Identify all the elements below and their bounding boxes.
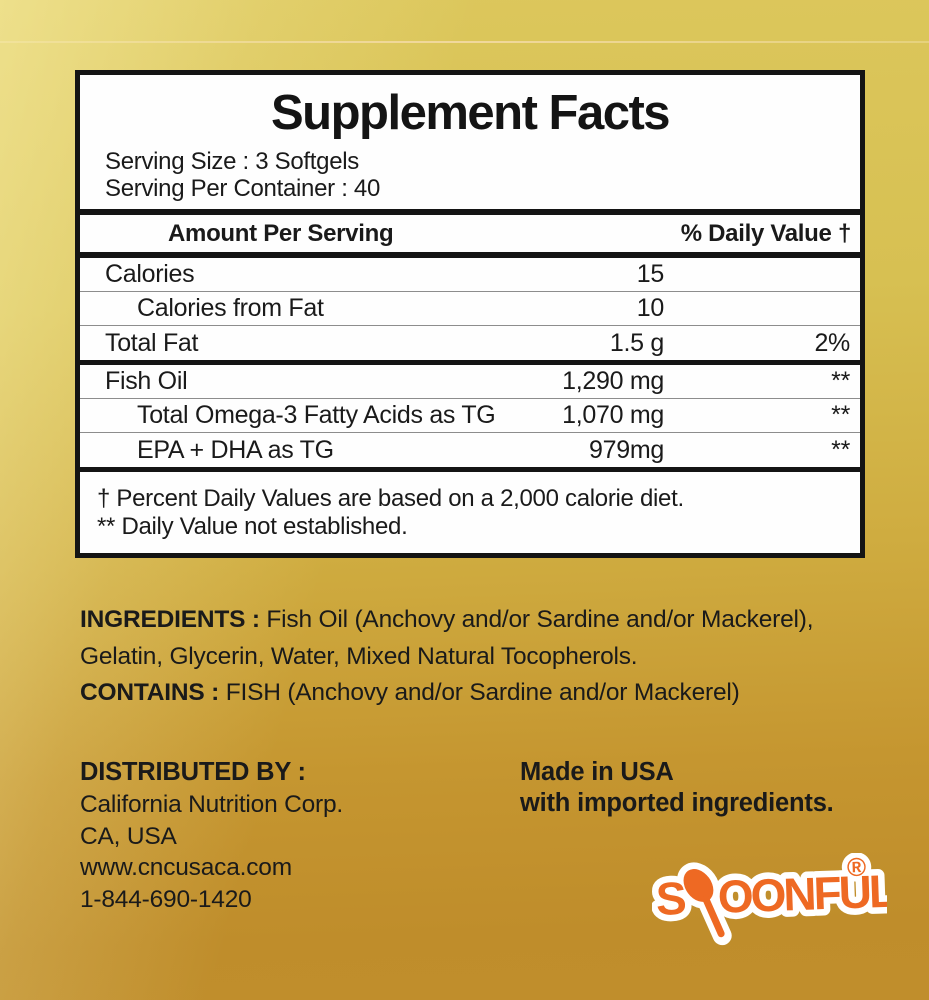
header-amount-per-serving: Amount Per Serving <box>168 219 394 247</box>
spoon-handle <box>702 895 725 938</box>
ingredients-paragraph: INGREDIENTS : Fish Oil (Anchovy and/or S… <box>80 601 898 675</box>
table-row-total-fat: Total Fat 1.5 g 2% <box>80 326 860 360</box>
table-row-calories-from-fat: Calories from Fat 10 <box>80 292 860 326</box>
contains-paragraph: CONTAINS : FISH (Anchovy and/or Sardine … <box>80 678 898 708</box>
table-row-epa-dha: EPA + DHA as TG 979mg ** <box>80 433 860 467</box>
divider-thick <box>80 209 860 215</box>
registered-trademark-icon: ® <box>846 853 866 882</box>
divider-thick <box>80 252 860 258</box>
row-label: EPA + DHA as TG <box>137 435 334 464</box>
distributed-by-label: DISTRIBUTED BY : <box>80 758 306 786</box>
row-amount: 15 <box>636 260 665 288</box>
supplement-facts-panel: Supplement Facts Serving Size : 3 Softge… <box>75 70 865 558</box>
row-amount: 979mg <box>589 435 664 464</box>
distributor-phone: 1-844-690-1420 <box>80 885 252 913</box>
row-amount: 1.5 g <box>609 328 664 357</box>
row-daily-value: ** <box>831 435 850 464</box>
footnote-not-established: ** Daily Value not established. <box>97 513 408 540</box>
header-daily-value: % Daily Value † <box>680 219 852 247</box>
table-row-fish-oil: Fish Oil 1,290 mg ** <box>80 365 860 399</box>
footnote-block: † Percent Daily Values are based on a 2,… <box>80 472 860 541</box>
row-amount: 10 <box>636 294 665 322</box>
divider-medium <box>80 360 860 365</box>
spoonful-logo: S OONFUL ® S OONFUL ® <box>648 846 903 948</box>
distributor-location: CA, USA <box>80 822 177 850</box>
row-amount: 1,070 mg <box>562 401 664 429</box>
row-daily-value: ** <box>831 367 850 395</box>
logo-outline-oonful: OONFUL <box>717 865 887 923</box>
row-amount: 1,290 mg <box>562 367 664 395</box>
contains-label: CONTAINS : <box>80 679 220 706</box>
spoon-icon <box>683 869 714 902</box>
row-daily-value: ** <box>831 401 850 429</box>
serving-size: Serving Size : 3 Softgels <box>105 148 359 175</box>
serving-info: Serving Size : 3 Softgels Serving Per Co… <box>80 148 860 202</box>
row-label: Calories <box>105 260 195 288</box>
background-highlight-line <box>0 41 929 43</box>
made-in-usa-line2: with imported ingredients. <box>520 789 834 817</box>
row-label: Calories from Fat <box>137 294 324 322</box>
divider-medium <box>80 467 860 472</box>
contains-text: FISH (Anchovy and/or Sardine and/or Mack… <box>225 679 740 706</box>
ingredients-text: Fish Oil (Anchovy and/or Sardine and/or … <box>80 606 814 670</box>
serving-per-container: Serving Per Container : 40 <box>105 174 381 202</box>
panel-title: Supplement Facts <box>270 86 671 140</box>
row-daily-value: 2% <box>814 328 850 357</box>
spoonful-logo-svg: S OONFUL ® S OONFUL ® <box>648 846 903 946</box>
distributor-website: www.cncusaca.com <box>80 854 292 881</box>
row-label: Fish Oil <box>105 367 188 395</box>
made-in-usa-block: Made in USA with imported ingredients. <box>520 757 834 819</box>
logo-letters-oonful: OONFUL <box>717 865 887 923</box>
distributor-company: California Nutrition Corp. <box>80 791 344 818</box>
row-label: Total Fat <box>105 328 199 357</box>
logo-letter-s: S <box>655 872 686 925</box>
footnote-daily-values: † Percent Daily Values are based on a 2,… <box>97 485 684 512</box>
table-row-omega3: Total Omega-3 Fatty Acids as TG 1,070 mg… <box>80 399 860 433</box>
made-in-usa-line1: Made in USA <box>520 758 674 786</box>
ingredients-label: INGREDIENTS : <box>80 606 260 633</box>
row-label: Total Omega-3 Fatty Acids as TG <box>137 401 496 429</box>
distributor-block: DISTRIBUTED BY : California Nutrition Co… <box>80 756 343 915</box>
table-header-row: Amount Per Serving % Daily Value † <box>80 215 860 252</box>
table-row-calories: Calories 15 <box>80 258 860 292</box>
